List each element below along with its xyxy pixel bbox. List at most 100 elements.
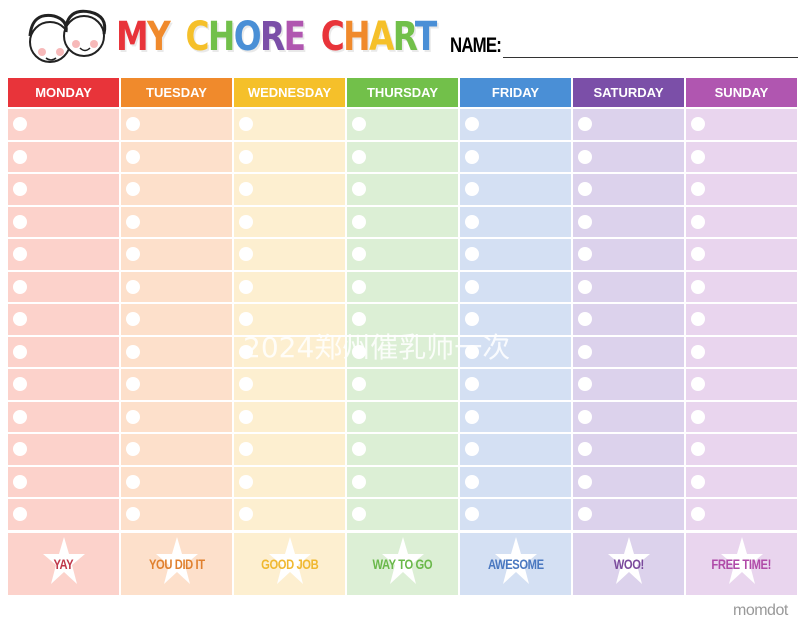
checkbox-circle[interactable] (352, 247, 366, 261)
checkbox-circle[interactable] (126, 312, 140, 326)
chore-cell[interactable] (347, 401, 458, 432)
chore-cell[interactable] (573, 271, 684, 302)
checkbox-circle[interactable] (13, 377, 27, 391)
checkbox-circle[interactable] (352, 117, 366, 131)
chore-cell[interactable] (686, 109, 797, 140)
chore-cell[interactable] (121, 434, 232, 465)
chore-cell[interactable] (460, 466, 571, 497)
chore-cell[interactable] (347, 271, 458, 302)
checkbox-circle[interactable] (691, 442, 705, 456)
checkbox-circle[interactable] (352, 474, 366, 489)
chore-cell[interactable] (347, 109, 458, 140)
chore-cell[interactable] (573, 434, 684, 465)
chore-cell[interactable] (121, 141, 232, 172)
chore-cell[interactable] (573, 206, 684, 237)
checkbox-circle[interactable] (126, 377, 140, 391)
checkbox-circle[interactable] (578, 117, 592, 131)
chore-cell[interactable] (460, 141, 571, 172)
checkbox-circle[interactable] (126, 344, 140, 359)
checkbox-circle[interactable] (691, 377, 705, 391)
chore-cell[interactable] (460, 434, 571, 465)
chore-cell[interactable] (121, 369, 232, 400)
chore-cell[interactable] (234, 174, 345, 205)
checkbox-circle[interactable] (465, 247, 479, 261)
checkbox-circle[interactable] (691, 279, 705, 294)
checkbox-circle[interactable] (691, 474, 705, 489)
chore-cell[interactable] (460, 401, 571, 432)
checkbox-circle[interactable] (126, 149, 140, 164)
checkbox-circle[interactable] (578, 377, 592, 391)
checkbox-circle[interactable] (465, 442, 479, 456)
checkbox-circle[interactable] (126, 507, 140, 521)
chore-cell[interactable] (8, 466, 119, 497)
chore-cell[interactable] (686, 434, 797, 465)
chore-cell[interactable] (234, 401, 345, 432)
checkbox-circle[interactable] (465, 149, 479, 164)
chore-cell[interactable] (573, 401, 684, 432)
checkbox-circle[interactable] (465, 117, 479, 131)
chore-cell[interactable] (573, 369, 684, 400)
chore-cell[interactable] (573, 174, 684, 205)
checkbox-circle[interactable] (126, 214, 140, 229)
name-field[interactable] (503, 57, 798, 58)
checkbox-circle[interactable] (13, 214, 27, 229)
checkbox-circle[interactable] (126, 442, 140, 456)
chore-cell[interactable] (347, 369, 458, 400)
checkbox-circle[interactable] (352, 344, 366, 359)
chore-cell[interactable] (234, 206, 345, 237)
chore-cell[interactable] (573, 466, 684, 497)
chore-cell[interactable] (8, 141, 119, 172)
checkbox-circle[interactable] (465, 507, 479, 521)
checkbox-circle[interactable] (13, 442, 27, 456)
chore-cell[interactable] (8, 109, 119, 140)
chore-cell[interactable] (121, 174, 232, 205)
checkbox-circle[interactable] (239, 377, 253, 391)
chore-cell[interactable] (234, 466, 345, 497)
chore-cell[interactable] (573, 141, 684, 172)
checkbox-circle[interactable] (691, 214, 705, 229)
chore-cell[interactable] (234, 304, 345, 335)
chore-cell[interactable] (686, 304, 797, 335)
checkbox-circle[interactable] (465, 279, 479, 294)
chore-cell[interactable] (121, 336, 232, 367)
chore-cell[interactable] (8, 271, 119, 302)
chore-cell[interactable] (460, 369, 571, 400)
checkbox-circle[interactable] (239, 117, 253, 131)
chore-cell[interactable] (8, 434, 119, 465)
checkbox-circle[interactable] (239, 344, 253, 359)
checkbox-circle[interactable] (691, 409, 705, 424)
checkbox-circle[interactable] (13, 117, 27, 131)
chore-cell[interactable] (8, 239, 119, 270)
chore-cell[interactable] (460, 499, 571, 530)
chore-cell[interactable] (121, 499, 232, 530)
checkbox-circle[interactable] (578, 149, 592, 164)
checkbox-circle[interactable] (13, 409, 27, 424)
chore-cell[interactable] (460, 304, 571, 335)
checkbox-circle[interactable] (691, 312, 705, 326)
checkbox-circle[interactable] (578, 507, 592, 521)
chore-cell[interactable] (347, 336, 458, 367)
checkbox-circle[interactable] (465, 474, 479, 489)
chore-cell[interactable] (573, 304, 684, 335)
chore-cell[interactable] (347, 206, 458, 237)
chore-cell[interactable] (8, 174, 119, 205)
chore-cell[interactable] (686, 369, 797, 400)
checkbox-circle[interactable] (239, 182, 253, 196)
chore-cell[interactable] (686, 401, 797, 432)
chore-cell[interactable] (686, 174, 797, 205)
chore-cell[interactable] (460, 336, 571, 367)
checkbox-circle[interactable] (239, 247, 253, 261)
checkbox-circle[interactable] (578, 474, 592, 489)
checkbox-circle[interactable] (578, 279, 592, 294)
chore-cell[interactable] (573, 239, 684, 270)
checkbox-circle[interactable] (352, 507, 366, 521)
chore-cell[interactable] (8, 206, 119, 237)
chore-cell[interactable] (8, 499, 119, 530)
checkbox-circle[interactable] (465, 182, 479, 196)
chore-cell[interactable] (347, 434, 458, 465)
checkbox-circle[interactable] (578, 442, 592, 456)
chore-cell[interactable] (234, 499, 345, 530)
chore-cell[interactable] (234, 239, 345, 270)
checkbox-circle[interactable] (578, 312, 592, 326)
checkbox-circle[interactable] (239, 474, 253, 489)
